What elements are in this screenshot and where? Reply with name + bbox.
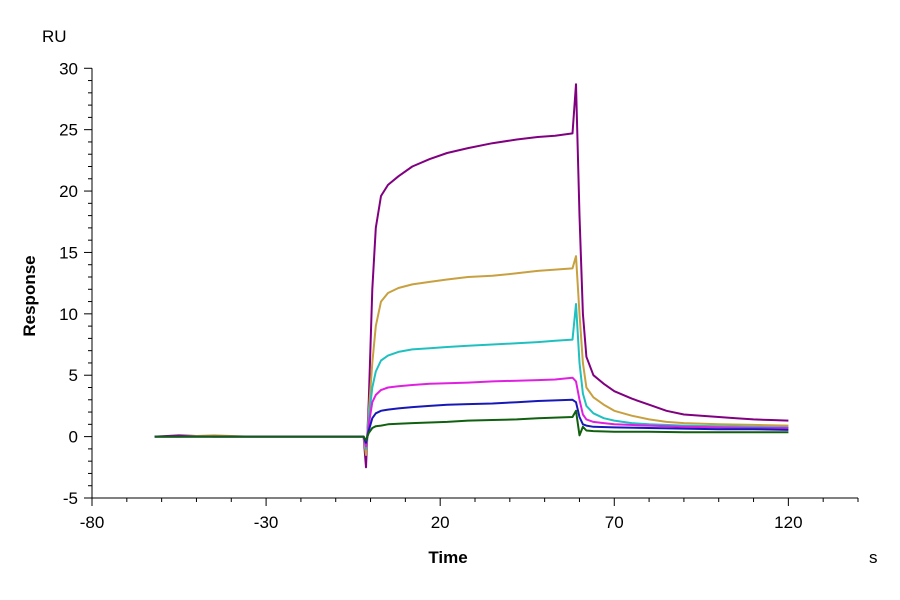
y-tick-label: 15 [59, 243, 78, 262]
y-tick-label: 30 [59, 59, 78, 78]
x-axis: -80 -30 20 70 120 [80, 497, 859, 532]
y-tick-label: 20 [59, 182, 78, 201]
x-tick-label: 20 [431, 513, 450, 532]
x-unit-label: s [869, 548, 878, 567]
series-line-6 [154, 409, 789, 442]
series-group [154, 83, 789, 469]
y-unit-label: RU [42, 27, 67, 46]
y-tick-label: 5 [69, 366, 78, 385]
y-tick-label: 0 [69, 428, 78, 447]
x-tick-label: -80 [80, 513, 105, 532]
y-axis: -5 0 5 10 15 20 25 30 [59, 59, 93, 508]
x-axis-title: Time [428, 548, 467, 567]
y-axis-title: Response [20, 255, 39, 336]
y-tick-label: 25 [59, 121, 78, 140]
y-tick-label: 10 [59, 305, 78, 324]
series-line-1 [154, 83, 789, 469]
y-tick-label: -5 [63, 489, 78, 508]
x-tick-label: 120 [774, 513, 802, 532]
x-tick-label: 70 [605, 513, 624, 532]
x-tick-label: -30 [254, 513, 279, 532]
